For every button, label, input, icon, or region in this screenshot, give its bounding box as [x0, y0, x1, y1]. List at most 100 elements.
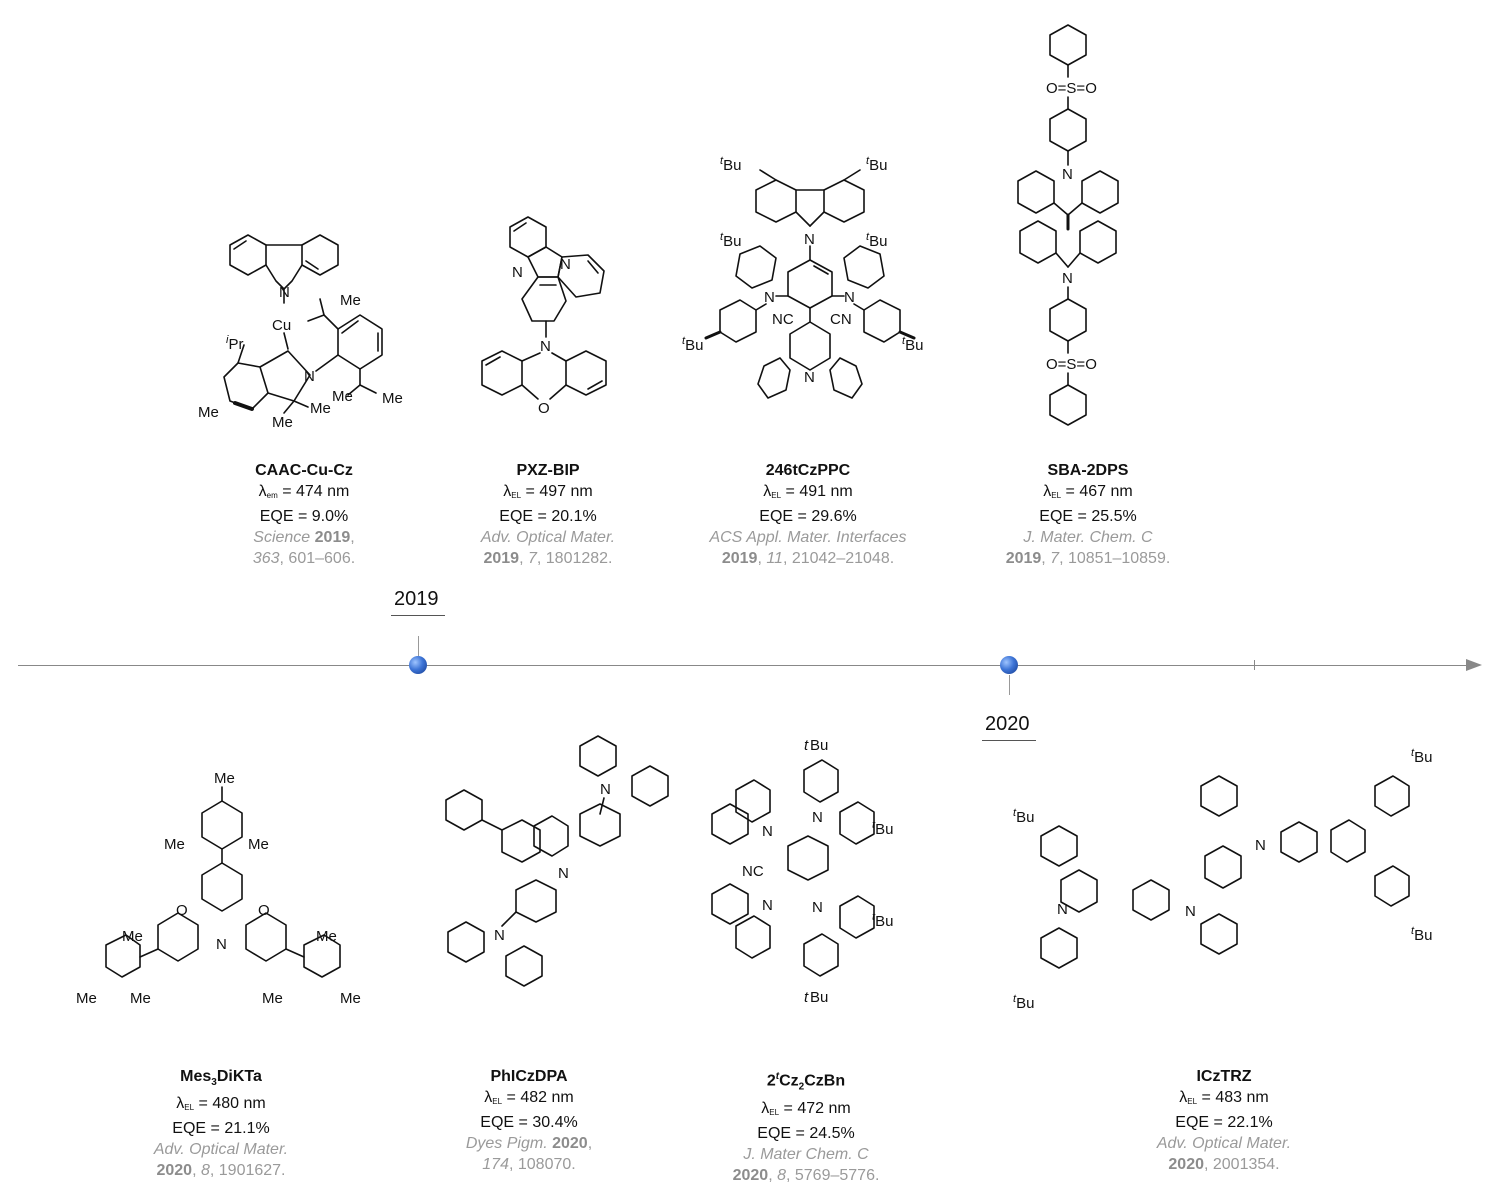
eqe-value: EQE = 9.0% — [259, 508, 349, 525]
svg-text:N: N — [540, 338, 551, 355]
structure-phiczdpa: N N N — [445, 735, 669, 987]
timeline-marker-2020 — [1000, 656, 1018, 674]
svg-text:N: N — [512, 264, 523, 281]
reference-line-1: J. Mater. Chem. C — [1023, 529, 1153, 546]
svg-text:tBu: tBu — [872, 819, 893, 838]
reference-line-2: 2020, 8, 1901627. — [156, 1162, 286, 1180]
year-label-2019: 2019 — [394, 588, 439, 610]
svg-text:N: N — [844, 289, 855, 306]
svg-text:N: N — [762, 823, 773, 840]
svg-text:Me: Me — [214, 770, 235, 787]
emission-wavelength: λEL = 482 nm — [484, 1089, 574, 1106]
svg-text:Me: Me — [76, 990, 97, 1007]
compound-name: PXZ-BIP — [516, 462, 580, 479]
svg-text:N: N — [1255, 837, 1266, 854]
emission-wavelength: λEL = 467 nm — [1043, 483, 1133, 500]
compound-name: CAAC-Cu-Cz — [255, 462, 353, 479]
structure-mes3dikta: Me Me Me O O N Me Me Me Me Me Me — [76, 770, 361, 1007]
svg-text:NC: NC — [742, 863, 764, 880]
compound-name: 2tCz2CzBn — [766, 1071, 846, 1093]
entry-caac-cu-cz: CAAC-Cu-Cz λem = 474 nm EQE = 9.0% Scien… — [184, 460, 424, 569]
emission-wavelength: λEL = 472 nm — [761, 1099, 851, 1117]
compound-name: Mes3DiKTa — [180, 1068, 262, 1089]
svg-text:Me: Me — [122, 928, 143, 945]
year-underline-2020 — [982, 740, 1036, 741]
reference-line-2: 2020, 2001354. — [1168, 1156, 1280, 1173]
svg-text:N: N — [812, 899, 823, 916]
entry-2tcz2czbn: 2tCz2CzBn λEL = 472 nm EQE = 24.5% J. Ma… — [686, 1066, 926, 1186]
reference-line-2: 363, 601–606. — [252, 550, 356, 567]
svg-text:O=S=O: O=S=O — [1046, 80, 1097, 97]
emission-wavelength: λEL = 497 nm — [503, 483, 593, 500]
entry-sba-2dps: SBA-2DPS λEL = 467 nm EQE = 25.5% J. Mat… — [968, 460, 1208, 569]
timeline-arrow-head — [1466, 659, 1482, 671]
timeline-axis — [18, 665, 1470, 666]
reference-line-2: 2019, 7, 10851–10859. — [1005, 550, 1171, 567]
svg-text:N: N — [560, 256, 571, 273]
svg-text:N: N — [804, 369, 815, 386]
svg-text:N: N — [812, 809, 823, 826]
svg-text:Me: Me — [272, 414, 293, 431]
svg-text:CN: CN — [830, 311, 852, 328]
structure-sba-2dps: O=S=O N N O=S=O — [1017, 24, 1119, 426]
eqe-value: EQE = 22.1% — [1175, 1114, 1273, 1131]
year-tick-2020 — [1009, 675, 1010, 695]
entry-pxz-bip: PXZ-BIP λEL = 497 nm EQE = 20.1% Adv. Op… — [428, 460, 668, 569]
compound-name: SBA-2DPS — [1047, 462, 1129, 479]
entry-246tczppc: 246tCzPPC λEL = 491 nm EQE = 29.6% ACS A… — [688, 460, 928, 569]
structure-icztrz: tBu N tBu N N tBu tBu — [1013, 747, 1432, 1012]
svg-text:tBu: tBu — [720, 155, 741, 174]
eqe-value: EQE = 21.1% — [172, 1120, 270, 1138]
svg-text:Me: Me — [382, 390, 403, 407]
svg-text:Cu: Cu — [272, 317, 291, 334]
entry-mes3diktar: Mes3DiKTa λEL = 480 nm EQE = 21.1% Adv. … — [101, 1066, 341, 1181]
reference-line-2: 2019, 7, 1801282. — [483, 550, 613, 567]
year-label-2020: 2020 — [985, 713, 1030, 735]
svg-text:N: N — [764, 289, 775, 306]
svg-text:O: O — [258, 902, 270, 919]
svg-text:tBu: tBu — [1411, 747, 1432, 766]
svg-text:Me: Me — [262, 990, 283, 1007]
eqe-value: EQE = 24.5% — [757, 1124, 855, 1142]
eqe-value: EQE = 20.1% — [499, 508, 597, 525]
svg-text:N: N — [1185, 903, 1196, 920]
emission-wavelength: λem = 474 nm — [258, 483, 350, 500]
svg-text:N: N — [1062, 166, 1073, 183]
compound-name: PhICzDPA — [490, 1068, 568, 1085]
svg-text:Me: Me — [340, 990, 361, 1007]
structure-caac-cu-cz: N Cu N Me iPr Me Me Me Me Me — [198, 234, 403, 431]
svg-text:Me: Me — [340, 292, 361, 309]
svg-text:t: t — [804, 737, 809, 754]
year-underline-2019 — [391, 615, 445, 616]
svg-text:N: N — [600, 781, 611, 798]
eqe-value: EQE = 29.6% — [759, 508, 857, 525]
reference-line-1: ACS Appl. Mater. Interfaces — [709, 529, 907, 546]
svg-text:Me: Me — [316, 928, 337, 945]
svg-text:tBu: tBu — [866, 155, 887, 174]
svg-text:Me: Me — [248, 836, 269, 853]
reference-line-1: Adv. Optical Mater. — [1156, 1135, 1292, 1152]
emission-wavelength: λEL = 491 nm — [763, 483, 853, 500]
svg-text:tBu: tBu — [866, 231, 887, 250]
svg-text:N: N — [216, 936, 227, 953]
svg-text:N: N — [804, 231, 815, 248]
svg-text:tBu: tBu — [902, 335, 923, 354]
svg-text:Me: Me — [164, 836, 185, 853]
entry-phiczdpa: PhICzDPA λEL = 482 nm EQE = 30.4% Dyes P… — [409, 1066, 649, 1175]
svg-text:tBu: tBu — [682, 335, 703, 354]
year-tick-2019 — [418, 636, 419, 656]
svg-text:O: O — [538, 400, 550, 417]
reference-line-2: 2020, 8, 5769–5776. — [732, 1166, 880, 1184]
reference-line-2: 2019, 11, 21042–21048. — [721, 550, 895, 567]
svg-text:t: t — [804, 989, 809, 1006]
reference-line-1: Adv. Optical Mater. — [153, 1141, 289, 1159]
svg-text:Bu: Bu — [810, 737, 828, 754]
svg-text:N: N — [304, 368, 315, 385]
reference-line-1: J. Mater Chem. C — [743, 1145, 869, 1163]
svg-text:tBu: tBu — [1411, 925, 1432, 944]
emission-wavelength: λEL = 483 nm — [1179, 1089, 1269, 1106]
svg-text:N: N — [558, 865, 569, 882]
svg-text:tBu: tBu — [720, 231, 741, 250]
reference-line-1: Science 2019, — [253, 529, 355, 546]
